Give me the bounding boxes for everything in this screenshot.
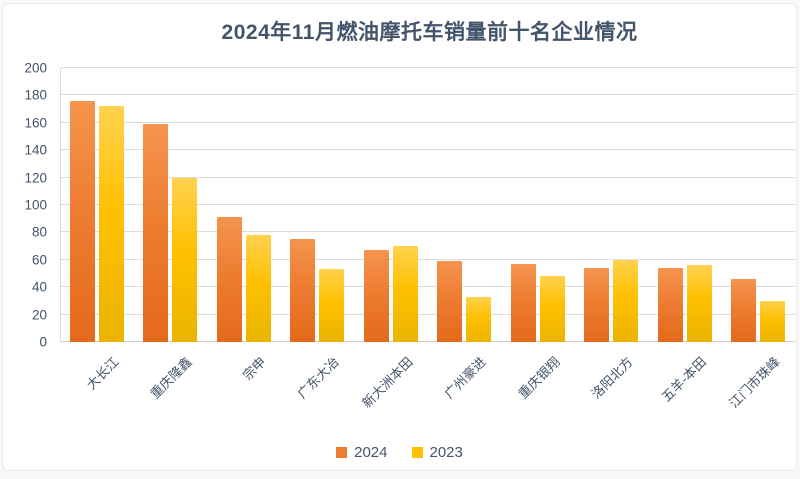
bar-2024-洛阳北方 — [584, 268, 610, 342]
y-tick-label-160: 160 — [24, 115, 47, 131]
bar-2024-重庆银翔 — [510, 263, 536, 342]
legend-swatch-2023 — [411, 447, 423, 458]
x-category-label: 洛阳北方 — [588, 354, 636, 402]
bar-2023-宗申 — [245, 235, 271, 342]
legend-label-2023: 2023 — [429, 444, 463, 461]
gridline-180 — [61, 94, 795, 96]
bar-group-4 — [281, 68, 355, 342]
x-category-label: 重庆银翔 — [515, 354, 563, 402]
bar-groups — [60, 68, 795, 342]
bar-2024-宗申 — [216, 217, 242, 342]
bar-group-10 — [722, 68, 796, 342]
bar-group-3 — [207, 68, 281, 342]
bar-group-2 — [134, 68, 208, 342]
x-label-cell-3: 宗申 — [207, 345, 281, 441]
gridline-200 — [61, 67, 795, 68]
bar-2024-大长江 — [69, 100, 95, 342]
chart-card: 2024年11月燃油摩托车销量前十名企业情况 0 20 40 60 80 100 120 14… — [2, 3, 797, 471]
bar-2023-重庆隆鑫 — [172, 177, 198, 342]
legend: 2024 2023 — [3, 444, 796, 461]
x-category-label: 新大洲本田 — [358, 354, 416, 411]
x-label-cell-7: 重庆银翔 — [501, 345, 575, 441]
gridline-40 — [61, 286, 795, 288]
bar-2024-广东大冶 — [290, 239, 316, 342]
bar-group-1 — [60, 68, 134, 342]
bar-group-5 — [354, 68, 428, 342]
bar-2023-五羊-本田 — [686, 265, 712, 342]
x-label-cell-6: 广州豪进 — [428, 345, 502, 441]
bar-group-8 — [575, 68, 649, 342]
bar-group-7 — [501, 68, 575, 342]
y-tick-label-0: 0 — [39, 334, 47, 350]
x-category-label: 江门市珠峰 — [726, 354, 783, 411]
y-tick-label-140: 140 — [24, 142, 47, 158]
bar-2024-新大洲本田 — [363, 250, 389, 342]
x-category-label: 广州豪进 — [441, 354, 489, 402]
chart-title: 2024年11月燃油摩托车销量前十名企业情况 — [221, 21, 638, 44]
bar-2023-洛阳北方 — [613, 259, 639, 342]
gridline-80 — [61, 231, 795, 233]
plot-area — [60, 67, 795, 342]
legend-label-2024: 2024 — [354, 444, 388, 461]
y-tick-label-40: 40 — [31, 279, 47, 295]
x-category-label: 重庆隆鑫 — [147, 354, 195, 402]
gridline-100 — [61, 204, 795, 205]
bar-2024-五羊-本田 — [657, 268, 683, 342]
bar-2024-江门市珠峰 — [731, 278, 757, 342]
y-tick-label-20: 20 — [31, 307, 47, 323]
x-category-label: 广东大冶 — [294, 354, 342, 402]
bar-group-6 — [428, 68, 502, 342]
x-category-label: 大长江 — [83, 354, 122, 393]
x-category-label: 五羊-本田 — [659, 354, 710, 405]
x-label-cell-10: 江门市珠峰 — [722, 345, 796, 441]
y-tick-label-120: 120 — [24, 170, 47, 186]
x-axis-line — [61, 341, 795, 342]
x-label-cell-9: 五羊-本田 — [648, 345, 722, 441]
legend-item-2024: 2024 — [336, 444, 388, 461]
bar-2023-广州豪进 — [466, 296, 492, 342]
bar-2023-大长江 — [98, 106, 124, 342]
gridline-160 — [61, 121, 795, 123]
bar-group-9 — [648, 68, 722, 342]
y-tick-label-200: 200 — [24, 60, 47, 76]
bar-2023-重庆银翔 — [539, 276, 565, 342]
y-tick-label-180: 180 — [24, 87, 47, 103]
gridline-120 — [61, 176, 795, 178]
y-tick-label-100: 100 — [24, 197, 47, 213]
x-label-cell-2: 重庆隆鑫 — [134, 345, 208, 441]
x-label-cell-8: 洛阳北方 — [575, 345, 649, 441]
bar-2023-广东大冶 — [319, 269, 345, 342]
gridline-140 — [61, 149, 795, 151]
x-axis-labels: 大长江 重庆隆鑫 宗申 广东大冶 新大洲本田 广州豪进 重庆银翔 洛阳北方 五羊-本田 江门市珠峰 — [60, 345, 795, 441]
gridline-20 — [61, 313, 795, 315]
x-label-cell-5: 新大洲本田 — [354, 345, 428, 441]
bar-2023-江门市珠峰 — [760, 300, 786, 342]
y-axis: 0 20 40 60 80 100 120 140 160 180 200 — [9, 61, 53, 350]
x-label-cell-4: 广东大冶 — [281, 345, 355, 441]
bar-2024-广州豪进 — [437, 261, 463, 342]
legend-swatch-2024 — [336, 447, 348, 458]
bar-2024-重庆隆鑫 — [143, 124, 169, 342]
bar-2023-新大洲本田 — [392, 246, 418, 342]
x-category-label: 宗申 — [239, 354, 269, 384]
x-label-cell-1: 大长江 — [60, 345, 134, 441]
legend-item-2023: 2023 — [411, 444, 463, 461]
y-tick-label-60: 60 — [31, 252, 47, 268]
gridline-60 — [61, 258, 795, 260]
y-tick-label-80: 80 — [31, 224, 47, 240]
